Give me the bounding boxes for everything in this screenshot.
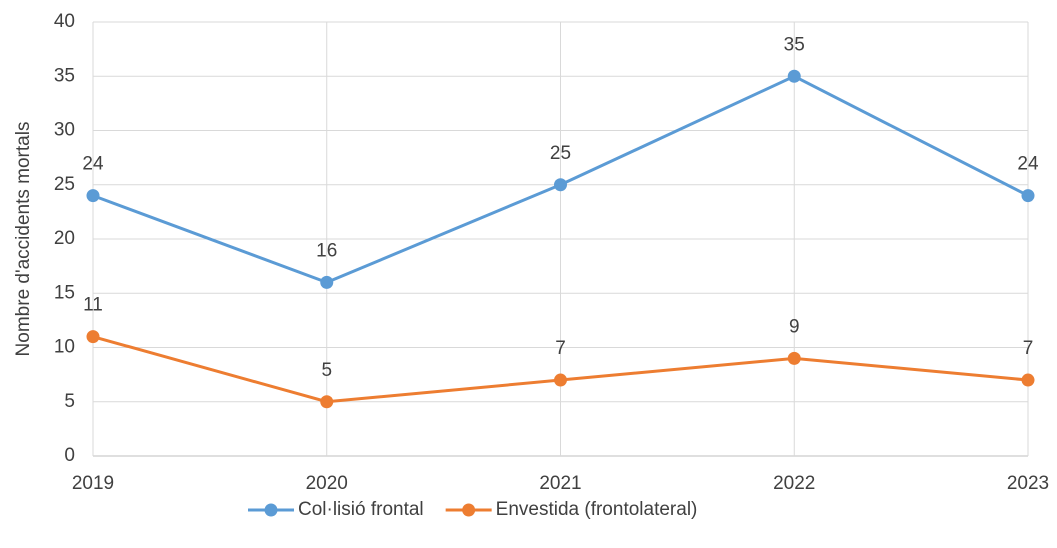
y-tick-label: 15 [54, 282, 75, 303]
data-label: 24 [1017, 154, 1039, 175]
point [787, 351, 801, 365]
point [320, 395, 334, 409]
legend-marker [264, 503, 278, 517]
data-label: 11 [83, 295, 103, 316]
point [320, 275, 334, 289]
data-label: 7 [555, 338, 566, 359]
y-axis-label: Nombre d'accidents mortals [13, 122, 34, 357]
point [86, 330, 100, 344]
y-tick-label: 35 [54, 65, 75, 86]
point [86, 189, 100, 203]
y-tick-label: 25 [54, 174, 75, 195]
data-label: 9 [789, 316, 800, 337]
data-label: 16 [316, 240, 337, 261]
point [787, 69, 801, 83]
point [554, 178, 567, 192]
y-tick-label: 0 [64, 445, 75, 466]
data-label: 25 [550, 143, 571, 164]
y-tick-label: 30 [54, 120, 75, 141]
data-label: 7 [1023, 338, 1034, 359]
legend-label: Envestida (frontolateral) [496, 499, 698, 520]
x-tick-label: 2023 [1007, 473, 1049, 494]
y-tick-label: 40 [54, 11, 75, 32]
point [1021, 373, 1035, 387]
x-tick-label: 2020 [306, 473, 348, 494]
y-tick-label: 20 [54, 228, 75, 249]
x-tick-label: 2019 [72, 473, 114, 494]
y-tick-label: 5 [64, 391, 75, 412]
data-label: 24 [82, 154, 104, 175]
data-label: 5 [321, 360, 332, 381]
point [1021, 189, 1035, 203]
legend-label: Col·lisió frontal [298, 499, 424, 520]
x-tick-label: 2021 [539, 473, 581, 494]
legend-marker [462, 503, 476, 517]
y-tick-label: 10 [54, 337, 75, 358]
x-tick-label: 2022 [773, 473, 815, 494]
point [554, 373, 567, 387]
data-label: 35 [784, 34, 805, 55]
